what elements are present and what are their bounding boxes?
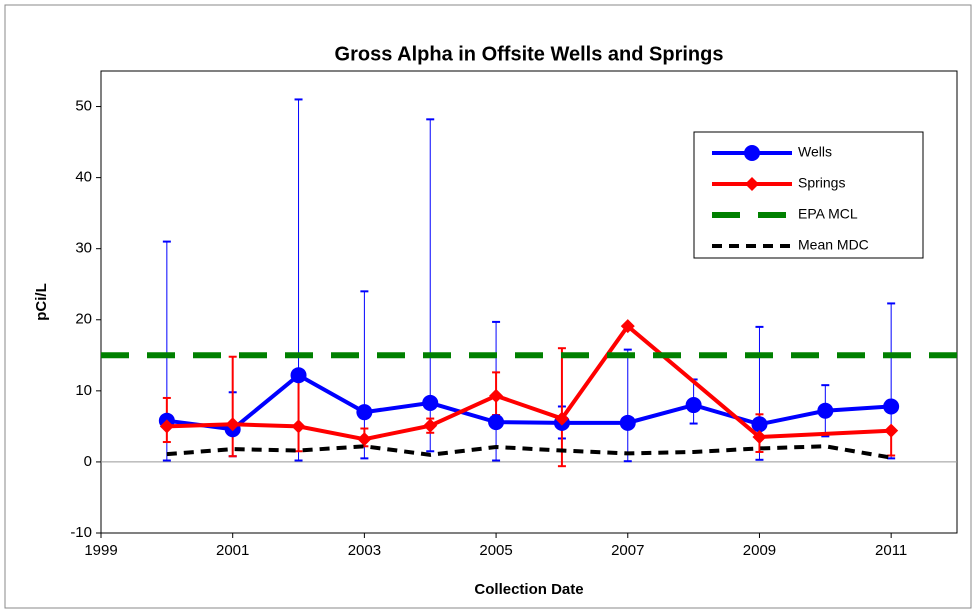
- x-tick-label: 2003: [348, 542, 381, 559]
- marker: [884, 423, 899, 438]
- y-tick-label: 20: [75, 311, 92, 328]
- marker: [817, 402, 834, 419]
- marker: [423, 418, 438, 433]
- legend-label: Springs: [798, 175, 845, 191]
- marker: [619, 414, 636, 431]
- y-tick-label: 50: [75, 98, 92, 115]
- legend-marker: [744, 145, 760, 161]
- x-tick-label: 2005: [479, 542, 512, 559]
- marker: [752, 430, 767, 445]
- legend-label: Wells: [798, 144, 832, 160]
- marker: [751, 416, 768, 433]
- marker: [356, 404, 373, 421]
- x-tick-label: 2011: [875, 542, 907, 559]
- marker: [290, 367, 307, 384]
- chart-title: Gross Alpha in Offsite Wells and Springs: [335, 43, 724, 65]
- marker: [422, 394, 439, 411]
- marker: [554, 411, 569, 426]
- y-axis-label: pCi/L: [33, 283, 50, 321]
- x-axis-label: Collection Date: [474, 581, 583, 598]
- series-line: [166, 444, 892, 460]
- x-tick-label: 2001: [216, 542, 249, 559]
- y-tick-label: 10: [75, 382, 92, 399]
- marker: [489, 388, 504, 403]
- marker: [620, 319, 635, 334]
- marker: [357, 432, 372, 447]
- marker: [685, 397, 702, 414]
- x-tick-label: 1999: [84, 542, 117, 559]
- series-line: [166, 372, 892, 432]
- marker: [225, 417, 240, 432]
- y-tick-label: 30: [75, 240, 92, 257]
- legend-label: Mean MDC: [798, 237, 869, 253]
- y-tick-label: 0: [84, 453, 92, 470]
- series-line: [166, 323, 892, 442]
- legend-marker: [745, 177, 759, 191]
- marker: [159, 419, 174, 434]
- marker: [488, 414, 505, 431]
- y-tick-label: -10: [70, 524, 92, 541]
- x-tick-label: 2007: [611, 542, 644, 559]
- marker: [883, 398, 900, 415]
- legend-label: EPA MCL: [798, 206, 858, 222]
- x-tick-label: 2009: [743, 542, 776, 559]
- y-tick-label: 40: [75, 169, 92, 186]
- marker: [291, 419, 306, 434]
